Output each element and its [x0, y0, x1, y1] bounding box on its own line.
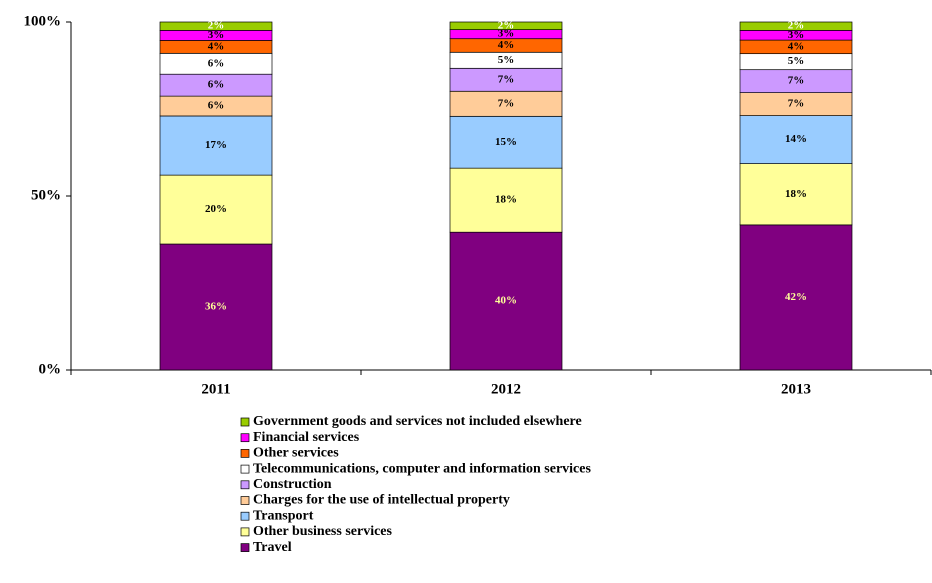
data-label: 14%	[785, 133, 807, 145]
data-label: 6%	[208, 57, 225, 69]
data-label: 5%	[498, 54, 515, 66]
data-label: 2%	[498, 19, 515, 31]
data-label: 3%	[788, 29, 805, 41]
bar-segment	[449, 90, 563, 117]
bar-segment	[449, 167, 563, 233]
y-tick-label: 0%	[39, 361, 62, 377]
x-tick-label: 2013	[781, 381, 811, 397]
data-label: 7%	[498, 73, 515, 85]
data-label: 2%	[208, 20, 225, 32]
legend-swatch	[240, 543, 250, 552]
legend-swatch	[240, 527, 250, 537]
legend-label: Financial services	[253, 430, 360, 445]
data-label: 42%	[785, 291, 807, 303]
legend-label: Other business services	[253, 524, 393, 539]
data-label: 5%	[788, 55, 805, 67]
data-label: 7%	[498, 97, 515, 109]
data-label: 2%	[788, 20, 805, 32]
data-label: 6%	[208, 100, 225, 112]
legend-label: Transport	[253, 508, 314, 523]
bar-segment	[159, 115, 273, 176]
legend-swatch	[240, 480, 250, 490]
data-label: 3%	[498, 28, 515, 40]
x-tick-label: 2012	[491, 381, 521, 397]
data-label: 18%	[785, 188, 807, 200]
bar-segment	[739, 21, 853, 31]
legend-swatch	[240, 449, 250, 458]
data-label: 7%	[788, 75, 805, 87]
data-label: 6%	[208, 79, 225, 91]
bar-segment	[739, 224, 853, 371]
bar-segment	[159, 174, 273, 245]
bar-segment	[449, 21, 563, 31]
y-tick-label: 100%	[24, 13, 62, 29]
data-label: 17%	[205, 139, 227, 151]
legend-swatch	[240, 464, 250, 474]
bar-segment	[449, 115, 563, 169]
bar-segment	[739, 163, 853, 226]
legend-label: Travel	[253, 540, 292, 555]
legend-label: Telecommunications, computer and informa…	[253, 461, 591, 476]
bar-segment	[739, 115, 853, 164]
legend-swatch	[240, 417, 250, 427]
x-tick-label: 2011	[201, 381, 230, 397]
data-label: 3%	[208, 29, 225, 41]
legend-label: Charges for the use of intellectual prop…	[253, 493, 510, 508]
legend-label: Construction	[253, 477, 332, 492]
legend-swatch	[240, 496, 250, 505]
legend-label: Government goods and services not includ…	[253, 414, 582, 429]
y-tick-label: 50%	[31, 187, 61, 203]
data-label: 4%	[498, 39, 515, 51]
data-label: 7%	[788, 98, 805, 110]
data-label: 4%	[208, 40, 225, 52]
data-label: 36%	[205, 301, 227, 313]
bar-segment	[159, 243, 273, 371]
data-label: 40%	[495, 295, 517, 307]
data-label: 20%	[205, 203, 227, 215]
data-label: 4%	[788, 40, 805, 52]
bar-segment	[449, 231, 563, 371]
legend-swatch	[240, 433, 250, 443]
data-label: 18%	[495, 194, 517, 206]
legend-label: Other services	[253, 446, 339, 461]
data-label: 15%	[495, 136, 517, 148]
bar-segment	[159, 21, 273, 31]
legend-swatch	[240, 511, 250, 521]
